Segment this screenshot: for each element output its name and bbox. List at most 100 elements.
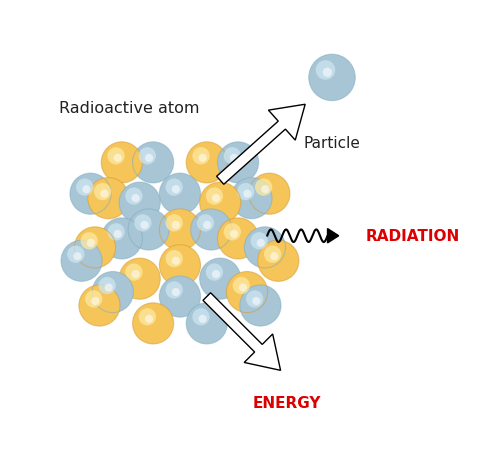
Circle shape	[165, 179, 183, 196]
Circle shape	[159, 245, 201, 286]
Circle shape	[131, 270, 140, 278]
Circle shape	[114, 230, 122, 238]
Circle shape	[132, 303, 174, 344]
Text: Particle: Particle	[304, 135, 361, 151]
Circle shape	[224, 147, 241, 164]
Circle shape	[82, 185, 91, 194]
Circle shape	[76, 179, 94, 196]
Circle shape	[172, 256, 180, 265]
Text: ENERGY: ENERGY	[253, 396, 321, 411]
Circle shape	[231, 178, 272, 219]
Circle shape	[101, 142, 142, 183]
Circle shape	[139, 308, 156, 325]
Circle shape	[73, 252, 81, 261]
Text: Radioactive atom: Radioactive atom	[59, 101, 200, 116]
Circle shape	[191, 209, 232, 250]
Circle shape	[145, 154, 153, 162]
Circle shape	[145, 315, 153, 323]
Circle shape	[199, 154, 207, 162]
Circle shape	[243, 189, 252, 198]
Circle shape	[200, 258, 241, 299]
Circle shape	[230, 154, 238, 162]
Circle shape	[159, 173, 201, 214]
Text: RADIATION: RADIATION	[366, 229, 460, 244]
Circle shape	[159, 276, 201, 317]
Circle shape	[232, 277, 250, 294]
Circle shape	[132, 142, 174, 183]
Circle shape	[239, 284, 247, 292]
Circle shape	[114, 154, 122, 162]
Circle shape	[165, 281, 183, 299]
Circle shape	[119, 182, 160, 223]
Circle shape	[80, 232, 98, 249]
Circle shape	[70, 173, 111, 214]
Circle shape	[226, 271, 268, 313]
Circle shape	[134, 214, 151, 232]
Circle shape	[197, 214, 214, 232]
Circle shape	[99, 277, 116, 294]
Circle shape	[74, 227, 116, 268]
Circle shape	[128, 209, 169, 250]
Circle shape	[250, 232, 268, 249]
Polygon shape	[327, 229, 339, 243]
Circle shape	[119, 258, 160, 299]
Circle shape	[192, 308, 210, 325]
Circle shape	[212, 194, 220, 202]
Circle shape	[87, 238, 95, 247]
Circle shape	[258, 240, 299, 281]
Polygon shape	[217, 104, 305, 184]
Circle shape	[92, 271, 133, 313]
Circle shape	[125, 263, 142, 281]
Circle shape	[309, 54, 355, 101]
Circle shape	[270, 252, 278, 261]
Circle shape	[217, 218, 259, 259]
Circle shape	[79, 285, 120, 326]
Circle shape	[100, 189, 108, 198]
Circle shape	[237, 183, 255, 200]
Circle shape	[212, 270, 220, 278]
Circle shape	[131, 194, 140, 202]
Circle shape	[240, 285, 281, 326]
Circle shape	[230, 230, 238, 238]
Circle shape	[165, 250, 183, 267]
Circle shape	[91, 297, 100, 305]
Circle shape	[200, 182, 241, 223]
Circle shape	[108, 223, 125, 240]
Polygon shape	[203, 293, 281, 370]
Circle shape	[105, 284, 113, 292]
Circle shape	[261, 185, 270, 194]
Circle shape	[172, 185, 180, 194]
Circle shape	[192, 147, 210, 164]
Circle shape	[172, 288, 180, 296]
Circle shape	[206, 187, 223, 205]
Circle shape	[159, 209, 201, 250]
Circle shape	[165, 214, 183, 232]
Circle shape	[172, 221, 180, 229]
Circle shape	[88, 178, 129, 219]
Circle shape	[224, 223, 241, 240]
Circle shape	[203, 221, 211, 229]
Circle shape	[199, 315, 207, 323]
Circle shape	[67, 246, 85, 263]
Circle shape	[252, 297, 261, 305]
Circle shape	[85, 290, 102, 307]
Circle shape	[217, 142, 259, 183]
Circle shape	[264, 246, 281, 263]
Circle shape	[186, 303, 227, 344]
Circle shape	[323, 68, 332, 77]
Circle shape	[249, 173, 290, 214]
Circle shape	[108, 147, 125, 164]
Circle shape	[206, 263, 223, 281]
Circle shape	[257, 238, 265, 247]
Circle shape	[140, 221, 149, 229]
Circle shape	[255, 179, 272, 196]
Circle shape	[316, 60, 336, 80]
Circle shape	[61, 240, 102, 281]
Circle shape	[101, 218, 142, 259]
Circle shape	[246, 290, 264, 307]
Circle shape	[139, 147, 156, 164]
Circle shape	[244, 227, 286, 268]
Circle shape	[94, 183, 111, 200]
Circle shape	[186, 142, 227, 183]
Circle shape	[125, 187, 142, 205]
